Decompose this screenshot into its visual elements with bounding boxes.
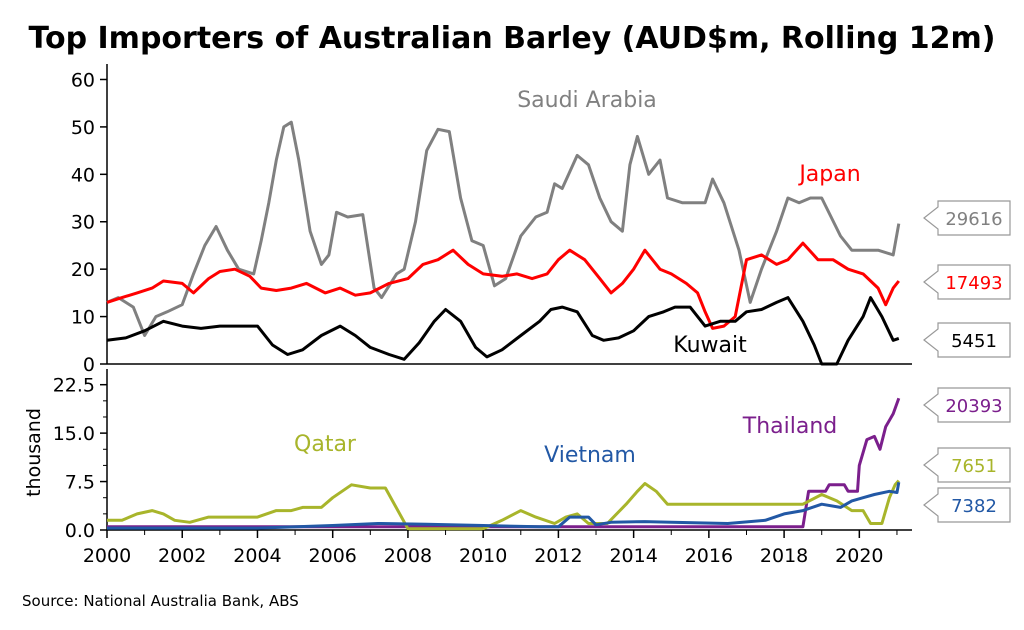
series-label: Vietnam — [544, 443, 636, 468]
value-callout-label: 7382 — [951, 496, 997, 517]
y-axis-label: thousand — [23, 408, 45, 497]
series-line-japan — [106, 241, 900, 330]
x-tick-label: 2006 — [309, 545, 357, 567]
value-callout-label: 29616 — [945, 209, 1002, 230]
x-tick-label: 2010 — [459, 545, 507, 567]
x-tick-label: 2016 — [685, 545, 733, 567]
series-label: Thailand — [742, 414, 837, 439]
value-callout-label: 5451 — [951, 331, 997, 352]
series-line-qatar — [107, 479, 900, 531]
x-tick-label: 2020 — [835, 545, 883, 567]
y-tick-label: 0 — [83, 354, 95, 376]
value-callout-box — [923, 447, 1011, 483]
y-tick-label: 15.0 — [53, 423, 95, 445]
value-callout-box — [923, 387, 1011, 423]
x-tick-label: 2000 — [83, 545, 131, 567]
y-tick-label: 40 — [71, 164, 95, 186]
series-label: Japan — [797, 162, 860, 187]
y-tick-label: 22.5 — [53, 375, 95, 397]
x-tick-label: 2014 — [609, 545, 657, 567]
series-label: Saudi Arabia — [517, 88, 657, 113]
chart-title: Top Importers of Australian Barley (AUD$… — [29, 21, 996, 56]
y-tick-label: 10 — [71, 307, 95, 329]
x-axis: 2000 2002 2004 2006 2008 2010 2012 2014 2016 2018… — [83, 530, 898, 567]
source-note: Source: National Australia Bank, ABS — [22, 592, 299, 610]
series-label: Kuwait — [673, 333, 747, 358]
top-panel: 0 10 20 30 40 50 60 Saudi Arabia 29616 Japan 17493… — [71, 64, 1011, 376]
x-tick-label: 2018 — [760, 545, 808, 567]
value-callout-label: 17493 — [945, 273, 1002, 294]
y-tick-label: 60 — [71, 69, 95, 91]
x-tick-label: 2012 — [534, 545, 582, 567]
series-label: Qatar — [294, 432, 357, 457]
x-tick-label: 2008 — [384, 545, 432, 567]
series-line-thailand — [107, 397, 901, 529]
y-tick-label: 0.0 — [65, 520, 95, 542]
series-line-kuwait — [106, 296, 900, 366]
y-tick-label: 50 — [71, 117, 95, 139]
value-callout-label: 20393 — [945, 396, 1002, 417]
y-tick-label: 7.5 — [65, 472, 95, 494]
value-callout-box — [923, 487, 1011, 523]
series-line-vietnam — [107, 482, 901, 530]
value-callout-box — [923, 322, 1011, 358]
y-tick-label: 30 — [71, 212, 95, 234]
x-tick-label: 2004 — [233, 545, 281, 567]
bottom-panel: 0.0 7.5 15.0 22.5 thousand Thailand 20393 Qatar… — [23, 369, 1011, 542]
value-callout-box — [923, 264, 1011, 300]
y-tick-label: 20 — [71, 259, 95, 281]
series-line-saudi-arabia — [106, 120, 901, 337]
value-callout-box — [923, 200, 1011, 236]
value-callout-label: 7651 — [951, 456, 997, 477]
x-tick-label: 2002 — [158, 545, 206, 567]
